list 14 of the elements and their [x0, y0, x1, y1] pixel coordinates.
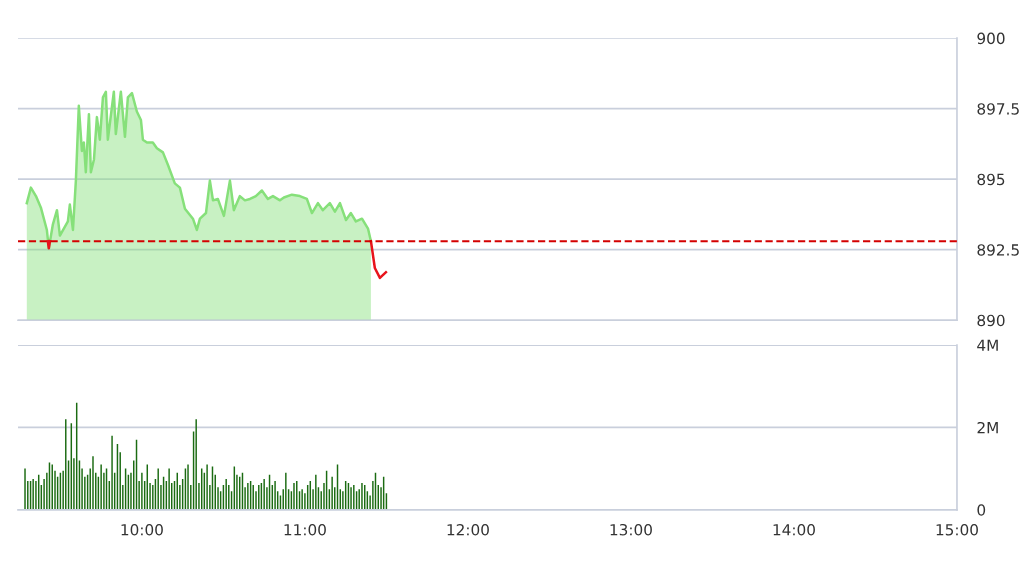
x-tick-label: 11:00 — [284, 523, 326, 536]
x-tick-label: 13:00 — [610, 523, 652, 536]
x-tick-label: 15:00 — [936, 523, 978, 536]
y-tick-label: 0 — [977, 504, 986, 516]
y-tick-label: 890 — [977, 314, 1005, 327]
y-tick-label: 2M — [977, 421, 998, 434]
x-tick-label: 12:00 — [447, 523, 489, 536]
x-tick-label: 10:00 — [121, 523, 163, 536]
y-tick-label: 897.5 — [977, 103, 1019, 115]
y-tick-label: 892.5 — [977, 244, 1019, 256]
y-tick-label: 895 — [977, 173, 1005, 186]
y-tick-label: 4M — [977, 339, 998, 351]
y-tick-label: 900 — [977, 32, 1005, 45]
x-tick-label: 14:00 — [773, 523, 815, 536]
